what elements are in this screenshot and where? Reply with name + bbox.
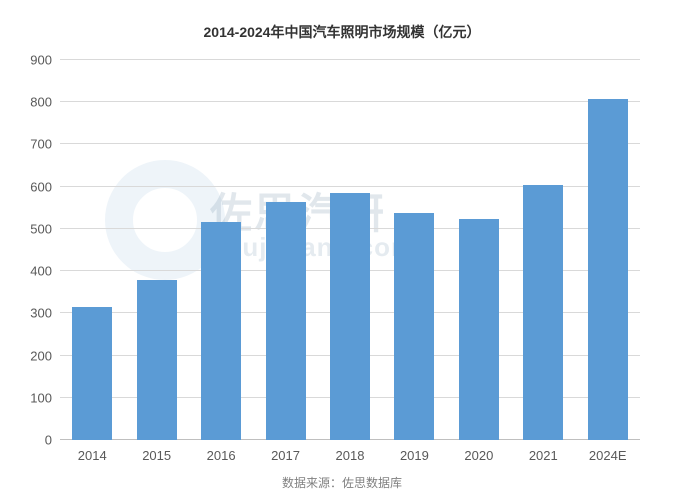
x-tick-label: 2021 xyxy=(529,448,558,463)
bar-slot: 2014 xyxy=(60,60,124,440)
y-tick-label: 900 xyxy=(12,53,52,68)
bar-slot: 2021 xyxy=(511,60,575,440)
y-tick-label: 100 xyxy=(12,390,52,405)
x-tick-label: 2017 xyxy=(271,448,300,463)
bar xyxy=(394,213,434,440)
bar xyxy=(588,99,628,440)
bar-slot: 2019 xyxy=(382,60,446,440)
y-tick-label: 600 xyxy=(12,179,52,194)
bar-slot: 2020 xyxy=(447,60,511,440)
bars-container: 201420152016201720182019202020212024E xyxy=(60,60,640,440)
x-tick-label: 2015 xyxy=(142,448,171,463)
x-tick-label: 2018 xyxy=(336,448,365,463)
chart-title: 2014-2024年中国汽车照明市场规模（亿元） xyxy=(0,0,684,42)
y-tick-label: 700 xyxy=(12,137,52,152)
chart-plot-area: 0100200300400500600700800900 20142015201… xyxy=(60,60,640,440)
bar xyxy=(72,307,112,440)
bar xyxy=(266,202,306,440)
source-note: 数据来源：佐思数据库 xyxy=(0,474,684,491)
y-tick-label: 0 xyxy=(12,433,52,448)
y-tick-label: 500 xyxy=(12,221,52,236)
y-tick-label: 200 xyxy=(12,348,52,363)
bar-slot: 2018 xyxy=(318,60,382,440)
y-tick-label: 800 xyxy=(12,95,52,110)
x-tick-label: 2019 xyxy=(400,448,429,463)
x-tick-label: 2024E xyxy=(589,448,627,463)
bar-slot: 2015 xyxy=(124,60,188,440)
y-tick-label: 300 xyxy=(12,306,52,321)
bar xyxy=(330,193,370,440)
bar-slot: 2024E xyxy=(576,60,640,440)
bar-slot: 2016 xyxy=(189,60,253,440)
bar xyxy=(523,185,563,440)
bar xyxy=(201,222,241,440)
y-tick-label: 400 xyxy=(12,264,52,279)
x-tick-label: 2016 xyxy=(207,448,236,463)
bar-slot: 2017 xyxy=(253,60,317,440)
bar xyxy=(459,219,499,440)
x-tick-label: 2014 xyxy=(78,448,107,463)
bar xyxy=(137,280,177,440)
x-tick-label: 2020 xyxy=(464,448,493,463)
